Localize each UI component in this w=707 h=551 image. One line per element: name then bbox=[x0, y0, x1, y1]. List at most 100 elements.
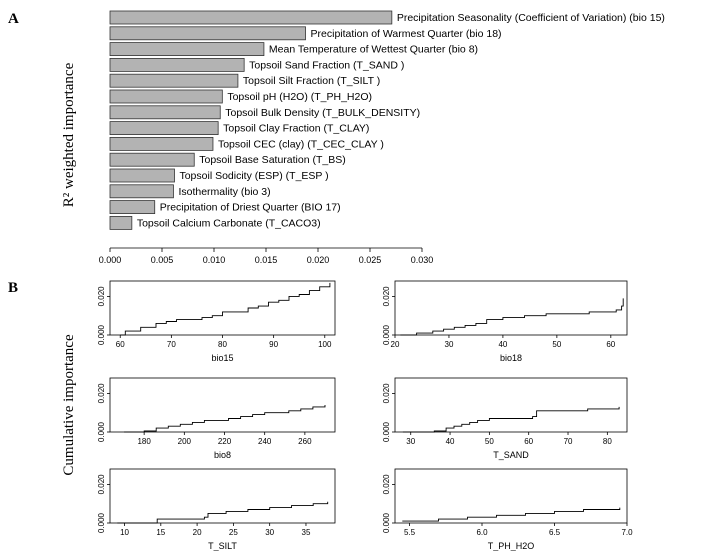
importance-bar-chart: Precipitation Seasonality (Coefficient o… bbox=[99, 10, 665, 265]
y-tick-label: 0.020 bbox=[382, 286, 391, 307]
bar bbox=[109, 121, 219, 135]
x-tick-label: 0.000 bbox=[99, 255, 122, 265]
bar bbox=[109, 58, 245, 72]
cumulative-line bbox=[402, 406, 620, 433]
x-tick-label: 0.025 bbox=[359, 255, 382, 265]
bar-label: Precipitation of Warmest Quarter (bio 18… bbox=[311, 28, 502, 40]
x-tick-label: 70 bbox=[564, 437, 573, 446]
x-tick-label: 220 bbox=[218, 437, 232, 446]
x-tick-label: 260 bbox=[298, 437, 312, 446]
x-axis-label: T_PH_H2O bbox=[488, 541, 535, 551]
bar bbox=[109, 73, 239, 88]
cumulative-line bbox=[120, 282, 331, 336]
bar bbox=[109, 136, 214, 151]
x-tick-label: 70 bbox=[167, 340, 176, 349]
x-tick-label: 60 bbox=[524, 437, 533, 446]
y-tick-label: 0.000 bbox=[97, 421, 106, 442]
plot-frame bbox=[109, 377, 336, 433]
partial-plot-bio18: 20 30 40 50 60 0.000 0.020 bio18 bbox=[382, 280, 628, 363]
x-tick-label: 20 bbox=[391, 340, 400, 349]
bar bbox=[109, 89, 223, 104]
x-tick-label: 25 bbox=[229, 528, 238, 537]
y-tick-label: 0.000 bbox=[382, 421, 391, 442]
y-tick-label: 0.020 bbox=[382, 383, 391, 404]
partial-plot-T_SAND: 30 40 50 60 70 80 0.000 0.020 T_SAND bbox=[382, 377, 628, 460]
y-tick-label: 0.000 bbox=[382, 512, 391, 533]
bar-label: Topsoil Sand Fraction (T_SAND ) bbox=[249, 59, 404, 71]
x-tick-label: 6.0 bbox=[476, 528, 488, 537]
x-tick-label: 30 bbox=[445, 340, 454, 349]
x-tick-label: 0.020 bbox=[307, 255, 330, 265]
bar bbox=[109, 26, 306, 41]
x-tick-label: 30 bbox=[265, 528, 274, 537]
plot-frame bbox=[109, 468, 336, 524]
bar bbox=[109, 10, 393, 25]
bar bbox=[109, 215, 133, 230]
y-tick-label: 0.020 bbox=[97, 383, 106, 404]
x-tick-label: 40 bbox=[498, 340, 507, 349]
x-tick-label: 200 bbox=[178, 437, 192, 446]
bar bbox=[109, 105, 221, 120]
cumulative-line bbox=[117, 501, 329, 524]
x-tick-label: 80 bbox=[218, 340, 227, 349]
cumulative-line bbox=[402, 507, 621, 522]
partial-plot-T_SILT: 10 15 20 25 30 35 0.000 0.020 T_SILT bbox=[97, 468, 336, 551]
x-tick-label: 100 bbox=[318, 340, 332, 349]
x-tick-label: 15 bbox=[156, 528, 165, 537]
bar-label: Topsoil Silt Fraction (T_SILT ) bbox=[243, 75, 380, 87]
x-tick-label: 20 bbox=[193, 528, 202, 537]
x-tick-label: 5.5 bbox=[404, 528, 416, 537]
bar bbox=[109, 200, 156, 215]
bar-label: Isothermality (bio 3) bbox=[178, 186, 270, 198]
x-tick-label: 80 bbox=[603, 437, 612, 446]
panel-b-ylabel: Cumulative importance bbox=[61, 334, 77, 476]
plot-frame bbox=[394, 377, 628, 433]
cumulative-importance-plots: 60 70 80 90 100 0.000 0.020 bio15 20 30 40 50 60 0.00… bbox=[97, 280, 633, 551]
x-tick-label: 0.010 bbox=[203, 255, 226, 265]
bar-label: Topsoil Base Saturation (T_BS) bbox=[199, 154, 345, 166]
cumulative-line bbox=[400, 298, 624, 336]
cumulative-line bbox=[124, 405, 326, 433]
y-tick-label: 0.020 bbox=[97, 474, 106, 495]
bar-label: Mean Temperature of Wettest Quarter (bio… bbox=[269, 44, 478, 56]
bar-label: Topsoil Calcium Carbonate (T_CACO3) bbox=[137, 217, 321, 229]
y-tick-label: 0.000 bbox=[382, 324, 391, 345]
bar-label: Topsoil Sodicity (ESP) (T_ESP ) bbox=[179, 170, 328, 182]
x-tick-label: 7.0 bbox=[621, 528, 633, 537]
x-axis-label: bio15 bbox=[211, 353, 233, 363]
plot-frame bbox=[394, 468, 628, 524]
x-tick-label: 6.5 bbox=[549, 528, 561, 537]
x-tick-label: 50 bbox=[485, 437, 494, 446]
x-tick-label: 60 bbox=[606, 340, 615, 349]
x-tick-label: 40 bbox=[446, 437, 455, 446]
bar-label: Topsoil Clay Fraction (T_CLAY) bbox=[223, 123, 369, 135]
bar-label: Precipitation of Driest Quarter (BIO 17) bbox=[160, 202, 341, 214]
x-tick-label: 50 bbox=[552, 340, 561, 349]
x-tick-label: 0.015 bbox=[255, 255, 278, 265]
partial-plot-T_PH_H2O: 5.5 6.0 6.5 7.0 0.000 0.020 T_PH_H2O bbox=[382, 468, 633, 551]
x-tick-label: 10 bbox=[120, 528, 129, 537]
bar-label: Topsoil pH (H2O) (T_PH_H2O) bbox=[227, 91, 372, 103]
panel-b-letter: B bbox=[8, 280, 18, 296]
bar bbox=[109, 168, 175, 183]
y-tick-label: 0.000 bbox=[97, 512, 106, 533]
x-tick-label: 0.030 bbox=[411, 255, 434, 265]
x-tick-label: 240 bbox=[258, 437, 272, 446]
x-tick-label: 90 bbox=[269, 340, 278, 349]
x-axis-label: bio18 bbox=[500, 353, 522, 363]
bar bbox=[109, 42, 265, 56]
partial-plot-bio8: 180 200 220 240 260 0.000 0.020 bio8 bbox=[97, 377, 336, 460]
x-axis-label: bio8 bbox=[214, 450, 231, 460]
x-tick-label: 0.005 bbox=[151, 255, 174, 265]
y-tick-label: 0.020 bbox=[382, 474, 391, 495]
y-tick-label: 0.000 bbox=[97, 324, 106, 345]
y-tick-label: 0.020 bbox=[97, 286, 106, 307]
x-tick-label: 60 bbox=[116, 340, 125, 349]
x-tick-label: 180 bbox=[137, 437, 151, 446]
bar bbox=[109, 184, 174, 199]
bar-label: Topsoil Bulk Density (T_BULK_DENSITY) bbox=[225, 107, 420, 119]
bar-label: Topsoil CEC (clay) (T_CEC_CLAY ) bbox=[218, 138, 384, 150]
plot-frame bbox=[394, 280, 628, 336]
x-axis-label: T_SILT bbox=[208, 541, 237, 551]
